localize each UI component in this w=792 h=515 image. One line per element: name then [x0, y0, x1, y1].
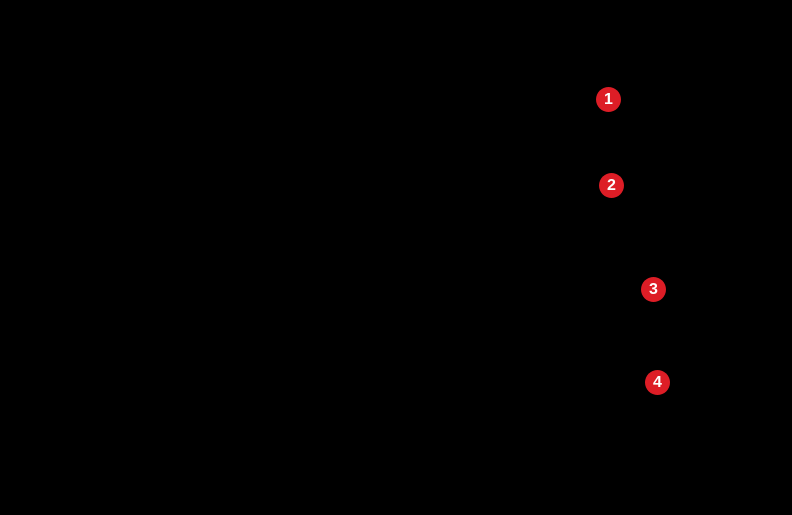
callout-2-badge: 2: [599, 173, 624, 198]
callout-3-badge: 3: [641, 277, 666, 302]
callout-1-badge: 1: [596, 87, 621, 112]
callout-4-badge: 4: [645, 370, 670, 395]
